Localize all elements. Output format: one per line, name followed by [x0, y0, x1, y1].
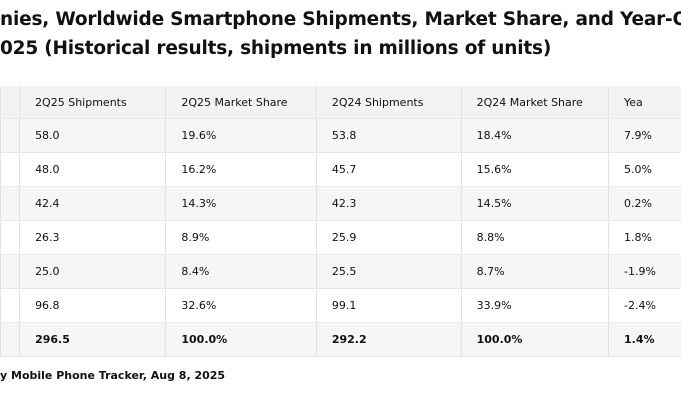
- header-cell: 2Q24 Market Share: [460, 86, 609, 119]
- table-cell: 19.6%: [165, 118, 317, 153]
- table-cell: 15.6%: [460, 152, 609, 187]
- table-cell: 100.0%: [460, 322, 609, 357]
- row-label-cell: [0, 288, 20, 323]
- table-cell: 96.8: [19, 288, 166, 323]
- row-label-cell: [0, 322, 20, 357]
- table-cell: 25.5: [315, 254, 462, 289]
- table-cell: 25.0: [19, 254, 166, 289]
- header-row: 2Q25 Shipments 2Q25 Market Share 2Q24 Ship…: [0, 86, 681, 119]
- table-cell: 25.9: [315, 220, 462, 255]
- table-cell: 8.4%: [165, 254, 317, 289]
- header-cell: [0, 86, 20, 119]
- table-cell: 1.8%: [608, 220, 681, 255]
- table-cell: 53.8: [315, 118, 462, 153]
- table-row: 26.3 8.9% 25.9 8.8% 1.8%: [0, 220, 681, 255]
- table-cell: 18.4%: [460, 118, 609, 153]
- table-cell: 42.3: [315, 186, 462, 221]
- table-cell: 8.7%: [460, 254, 609, 289]
- shipments-table: 2Q25 Shipments 2Q25 Market Share 2Q24 Ship…: [0, 86, 681, 357]
- table-cell: 33.9%: [460, 288, 609, 323]
- table-row: 58.0 19.6% 53.8 18.4% 7.9%: [0, 118, 681, 153]
- header-cell: Yea: [608, 86, 681, 119]
- table-cell: 5.0%: [608, 152, 681, 187]
- source-note: y Mobile Phone Tracker, Aug 8, 2025: [0, 369, 226, 382]
- table-cell: 32.6%: [165, 288, 317, 323]
- row-label-cell: [0, 152, 20, 187]
- header-cell: 2Q25 Market Share: [165, 86, 317, 119]
- table-cell: 0.2%: [608, 186, 681, 221]
- table-cell: 8.8%: [460, 220, 609, 255]
- row-label-cell: [0, 186, 20, 221]
- table-cell: -2.4%: [608, 288, 681, 323]
- row-label-cell: [0, 220, 20, 255]
- table-cell: 48.0: [19, 152, 166, 187]
- table-cell: -1.9%: [608, 254, 681, 289]
- table-cell: 16.2%: [165, 152, 317, 187]
- table-cell: 100.0%: [165, 322, 317, 357]
- table-cell: 292.2: [315, 322, 462, 357]
- header-cell: 2Q25 Shipments: [19, 86, 166, 119]
- row-label-cell: [0, 254, 20, 289]
- table-cell: 99.1: [315, 288, 462, 323]
- table-cell: 58.0: [19, 118, 166, 153]
- table-cell: 45.7: [315, 152, 462, 187]
- table-cell: 296.5: [19, 322, 166, 357]
- table-row: 296.5 100.0% 292.2 100.0% 1.4%: [0, 322, 681, 357]
- table-row: 96.8 32.6% 99.1 33.9% -2.4%: [0, 288, 681, 323]
- title-line: 025 (Historical results, shipments in mi…: [0, 38, 552, 59]
- table-cell: 1.4%: [608, 322, 681, 357]
- table-cell: 7.9%: [608, 118, 681, 153]
- header-cell: 2Q24 Shipments: [315, 86, 462, 119]
- table-row: 42.4 14.3% 42.3 14.5% 0.2%: [0, 186, 681, 221]
- table-cell: 14.3%: [165, 186, 317, 221]
- title-line: nies, Worldwide Smartphone Shipments, Ma…: [0, 9, 681, 30]
- table-row: 48.0 16.2% 45.7 15.6% 5.0%: [0, 152, 681, 187]
- row-label-cell: [0, 118, 20, 153]
- table-cell: 8.9%: [165, 220, 317, 255]
- table-cell: 42.4: [19, 186, 166, 221]
- table-row: 25.0 8.4% 25.5 8.7% -1.9%: [0, 254, 681, 289]
- table-cell: 26.3: [19, 220, 166, 255]
- table-cell: 14.5%: [460, 186, 609, 221]
